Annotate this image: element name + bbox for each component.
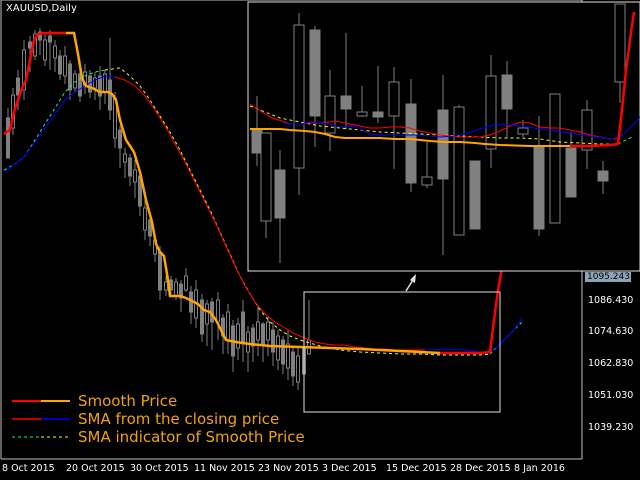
time-tick: 28 Dec 2015 (450, 463, 511, 474)
symbol-title: XAUUSD,Daily (6, 3, 77, 14)
price-tick: 1062.830 (588, 358, 634, 369)
zoom-region-box (303, 291, 501, 413)
inset-smooth-price-line-red (570, 11, 636, 148)
price-tick: 1039.230 (588, 422, 634, 433)
price-tick: 1086.430 (588, 295, 634, 306)
legend-label: SMA from the closing price (78, 410, 280, 428)
time-tick: 20 Oct 2015 (66, 463, 125, 474)
inset-sma-close-line-blue (282, 116, 640, 140)
time-tick: 11 Nov 2015 (194, 463, 255, 474)
inset-indicator-lines (249, 11, 640, 148)
indicator-lines (3, 31, 525, 356)
time-tick: 8 Oct 2015 (2, 463, 55, 474)
legend-item-sma-smooth: SMA indicator of Smooth Price (12, 428, 305, 446)
legend-swatch-smooth-price (12, 400, 70, 402)
inset-sma-smooth-line (249, 105, 618, 145)
time-tick: 3 Dec 2015 (322, 463, 377, 474)
inset-sma-close-line (249, 103, 618, 140)
current-price-badge: 1095.243 (585, 272, 631, 282)
smooth-price-line-up (3, 31, 66, 136)
inset-smooth-price-line (250, 128, 570, 147)
time-tick: 30 Oct 2015 (130, 463, 189, 474)
legend-swatch-sma-close (12, 418, 70, 420)
time-tick: 23 Nov 2015 (258, 463, 319, 474)
inset-sma-smooth-line-up (617, 135, 635, 145)
inset-candlesticks (251, 3, 626, 263)
legend-label: SMA indicator of Smooth Price (78, 428, 305, 446)
sma-close-line-flat (424, 317, 523, 353)
legend-swatch-sma-smooth (12, 436, 70, 438)
smooth-price-line-up-2 (440, 267, 504, 355)
legend: Smooth Price SMA from the closing price … (12, 392, 305, 446)
smooth-price-line-down (66, 31, 441, 355)
price-tick: 1074.630 (588, 326, 634, 337)
legend-item-sma-close: SMA from the closing price (12, 410, 305, 428)
sma-close-line-up (3, 75, 116, 173)
time-tick: 15 Dec 2015 (386, 463, 447, 474)
legend-label: Smooth Price (78, 392, 178, 410)
sma-smooth-line-down (104, 67, 491, 356)
time-tick: 8 Jan 2016 (514, 463, 565, 474)
arrow-icon (405, 274, 416, 292)
legend-item-smooth-price: Smooth Price (12, 392, 305, 410)
price-tick: 1051.030 (588, 390, 634, 401)
